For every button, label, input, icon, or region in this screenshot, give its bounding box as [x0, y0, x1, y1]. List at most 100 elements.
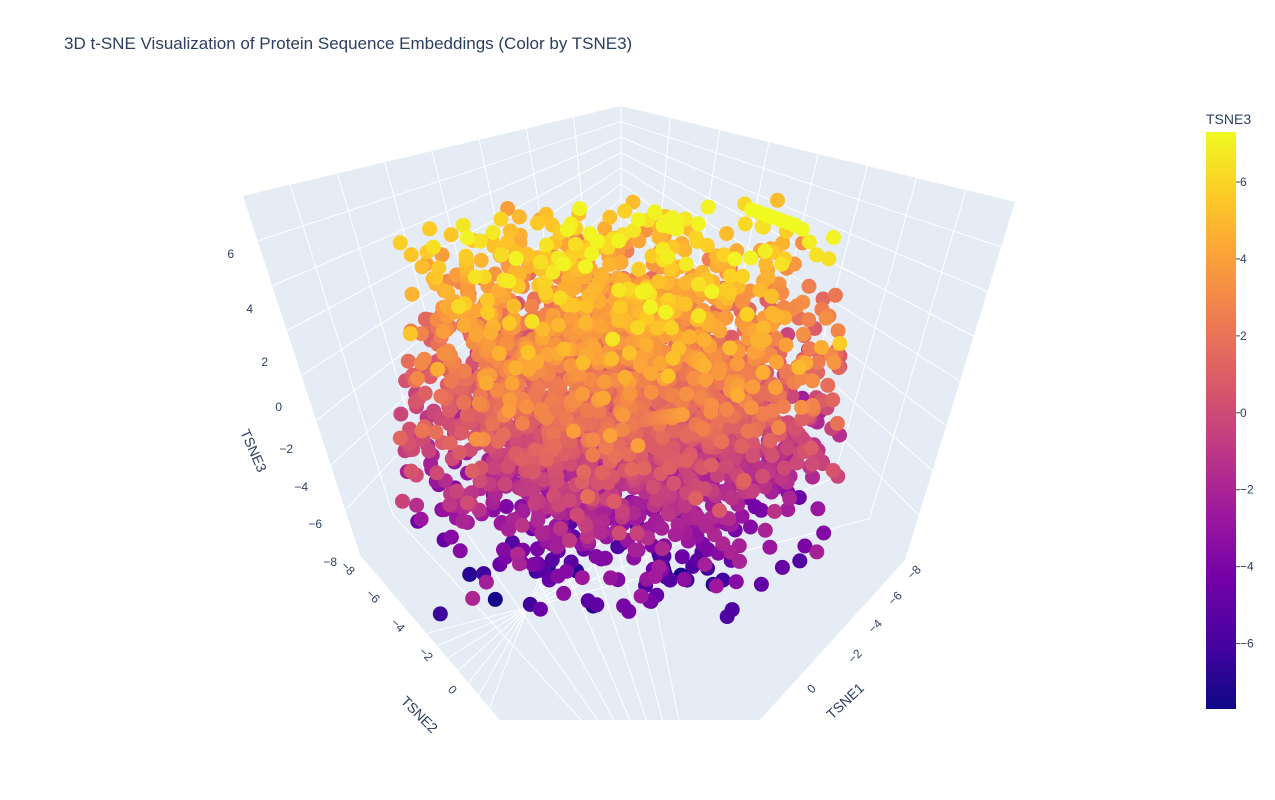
- data-point: [456, 394, 472, 410]
- data-point: [455, 513, 471, 529]
- data-point: [481, 338, 497, 354]
- data-point: [465, 590, 481, 606]
- data-point: [569, 507, 585, 523]
- data-point: [614, 503, 630, 519]
- data-point: [757, 522, 773, 538]
- data-point: [530, 512, 546, 528]
- data-point: [805, 373, 820, 389]
- data-point: [436, 346, 452, 362]
- data-point: [593, 318, 609, 334]
- data-point: [501, 273, 517, 289]
- data-point: [556, 256, 572, 272]
- data-point: [660, 505, 676, 521]
- data-point: [508, 251, 524, 266]
- data-point: [718, 310, 734, 326]
- z-tick-label: −4: [294, 480, 308, 494]
- data-point: [549, 539, 565, 555]
- data-point: [752, 282, 768, 298]
- data-point: [743, 519, 758, 535]
- data-point: [478, 375, 494, 391]
- data-point: [649, 491, 665, 507]
- data-point: [449, 483, 465, 499]
- data-point: [533, 254, 549, 270]
- data-point: [485, 416, 500, 432]
- data-point: [678, 428, 694, 443]
- data-point: [621, 345, 637, 361]
- data-point: [677, 296, 693, 312]
- data-point: [767, 503, 783, 519]
- data-point: [677, 498, 693, 514]
- y-tick-label: −6: [363, 587, 383, 607]
- data-point: [629, 525, 645, 541]
- data-point: [810, 355, 826, 370]
- data-point: [782, 490, 798, 506]
- data-point: [776, 460, 792, 476]
- data-point: [745, 448, 761, 463]
- data-point: [614, 422, 630, 438]
- data-point: [454, 425, 470, 441]
- data-point: [801, 312, 817, 328]
- data-point: [801, 278, 817, 294]
- data-point: [658, 304, 674, 320]
- data-point: [459, 495, 475, 511]
- data-point: [763, 288, 779, 304]
- data-point: [755, 364, 771, 380]
- data-point: [727, 251, 743, 267]
- data-point: [429, 465, 445, 481]
- data-point: [778, 337, 794, 353]
- data-point: [660, 249, 676, 265]
- data-point: [638, 337, 654, 353]
- data-point: [589, 597, 605, 613]
- data-point: [603, 570, 619, 586]
- data-point: [825, 463, 841, 478]
- data-point: [753, 576, 769, 592]
- data-point: [468, 431, 484, 447]
- data-point: [514, 452, 530, 467]
- data-point: [506, 298, 522, 314]
- data-point: [636, 460, 652, 476]
- data-point: [525, 557, 541, 573]
- data-point: [805, 456, 820, 472]
- data-point: [403, 463, 419, 479]
- data-point: [695, 421, 711, 437]
- data-point: [826, 230, 841, 245]
- data-point: [519, 399, 535, 415]
- x-tick-label: −6: [885, 588, 905, 608]
- data-point: [410, 370, 425, 386]
- data-point: [606, 494, 622, 510]
- data-point: [407, 394, 423, 410]
- data-point: [392, 430, 408, 446]
- data-point: [514, 517, 530, 533]
- data-point: [520, 344, 536, 360]
- data-point: [633, 588, 649, 604]
- data-point: [643, 384, 659, 400]
- data-point: [622, 385, 638, 401]
- data-point: [443, 373, 459, 389]
- z-tick-label: 0: [275, 400, 282, 414]
- grid-line: [257, 121, 622, 242]
- data-point: [829, 415, 845, 431]
- data-point: [768, 308, 784, 324]
- data-point: [662, 459, 678, 475]
- data-point: [485, 225, 501, 241]
- data-point: [699, 237, 715, 253]
- data-point: [677, 242, 693, 258]
- data-point: [794, 221, 810, 237]
- data-point: [627, 542, 643, 558]
- data-point: [462, 566, 478, 582]
- data-point: [739, 306, 755, 322]
- grid-line: [272, 136, 622, 287]
- grid-line: [620, 136, 988, 292]
- x-tick-label: −4: [865, 616, 885, 636]
- data-point: [736, 472, 752, 488]
- data-point: [674, 549, 690, 565]
- data-point: [754, 219, 770, 234]
- data-point: [611, 525, 627, 541]
- data-point: [615, 407, 631, 423]
- data-point: [525, 464, 541, 480]
- data-point: [572, 201, 588, 217]
- y-tick-label: −8: [338, 559, 358, 579]
- data-point: [584, 246, 600, 262]
- data-point: [452, 543, 468, 559]
